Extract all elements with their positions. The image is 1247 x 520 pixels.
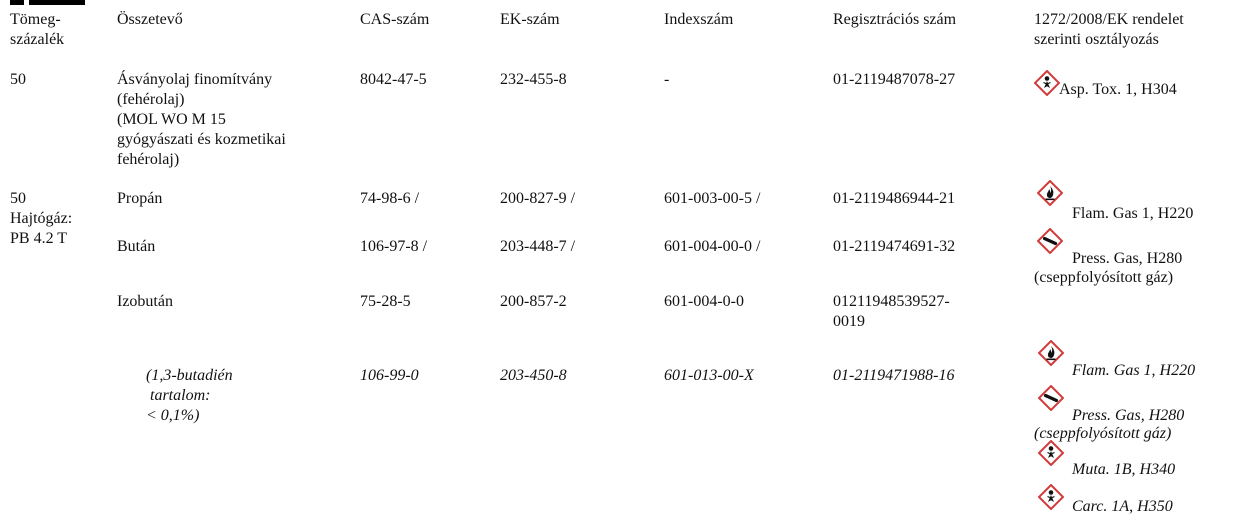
row1-reg: 01-2119487078-27 [833,71,956,88]
classification-label: Asp. Tox. 1, H304 [1059,81,1177,98]
row4-component: Izobután [117,293,173,310]
header-reg: Regisztrációs szám [833,11,957,28]
header-mass: Tömeg-százalék [10,11,65,48]
classification-note: (cseppfolyósított gáz) [1034,269,1174,286]
row3-ek: 203-448-7 / [500,238,576,255]
row1-ek: 232-455-8 [500,71,567,88]
header-index: Indexszám [664,11,734,28]
row2-index: 601-003-00-5 / [664,190,761,207]
row4-reg: 01211948539527- 0019 [833,293,950,330]
row2-component: Propán [117,190,163,207]
header-bar [29,0,85,5]
row5-component: (1,3-butadién tartalom: < 0,1%) [146,367,233,424]
row1-index: - [664,71,670,88]
row5-cas: 106-99-0 [360,367,419,384]
row3-index: 601-004-00-0 / [664,238,761,255]
row2-mass: 50 Hajtógáz: PB 4.2 T [10,190,73,247]
header-cas: CAS-szám [360,11,430,28]
gas-cylinder-icon [1037,228,1063,254]
classification-label: Press. Gas, H280 [1072,407,1185,424]
row3-cas: 106-97-8 / [360,238,428,255]
row5-ek: 203-450-8 [500,367,567,384]
classification-label: Muta. 1B, H340 [1072,461,1176,478]
row1-cas: 8042-47-5 [360,71,427,88]
row4-ek: 200-857-2 [500,293,567,310]
row2-ek: 200-827-9 / [500,190,576,207]
health-hazard-icon [1038,440,1064,466]
classification-label: Flam. Gas 1, H220 [1072,362,1196,379]
row2-reg: 01-2119486944-21 [833,190,956,207]
classification-label: Flam. Gas 1, H220 [1072,205,1194,222]
row5-index: 601-013-00-X [664,367,754,384]
row4-cas: 75-28-5 [360,293,411,310]
row3-component: Bután [117,238,156,255]
row3-reg: 01-2119474691-32 [833,238,956,255]
header-ek: EK-szám [500,11,560,28]
health-hazard-icon [1038,484,1064,510]
header-component: Összetevő [117,11,183,28]
row4-index: 601-004-0-0 [664,293,744,310]
flame-icon [1037,180,1063,206]
row5-classification: Flam. Gas 1, H220 Press. Gas, H280 (csep… [1034,340,1247,518]
gas-cylinder-icon [1038,385,1064,411]
row1-component: Ásványolaj finomítvány (fehérolaj) (MOL WO… [117,71,286,168]
health-hazard-icon [1034,70,1060,96]
row2-cas: 74-98-6 / [360,190,420,207]
classification-note: (cseppfolyósított gáz) [1034,425,1172,442]
header-bar [10,0,24,5]
row5-reg: 01-2119471988-16 [833,367,955,384]
classification-label: Carc. 1A, H350 [1072,498,1173,515]
row1-mass: 50 [10,71,26,88]
classification-label: Press. Gas, H280 [1072,250,1183,267]
flame-icon [1038,340,1064,366]
header-classification: 1272/2008/EK rendelet szerinti osztályozá… [1034,11,1184,48]
